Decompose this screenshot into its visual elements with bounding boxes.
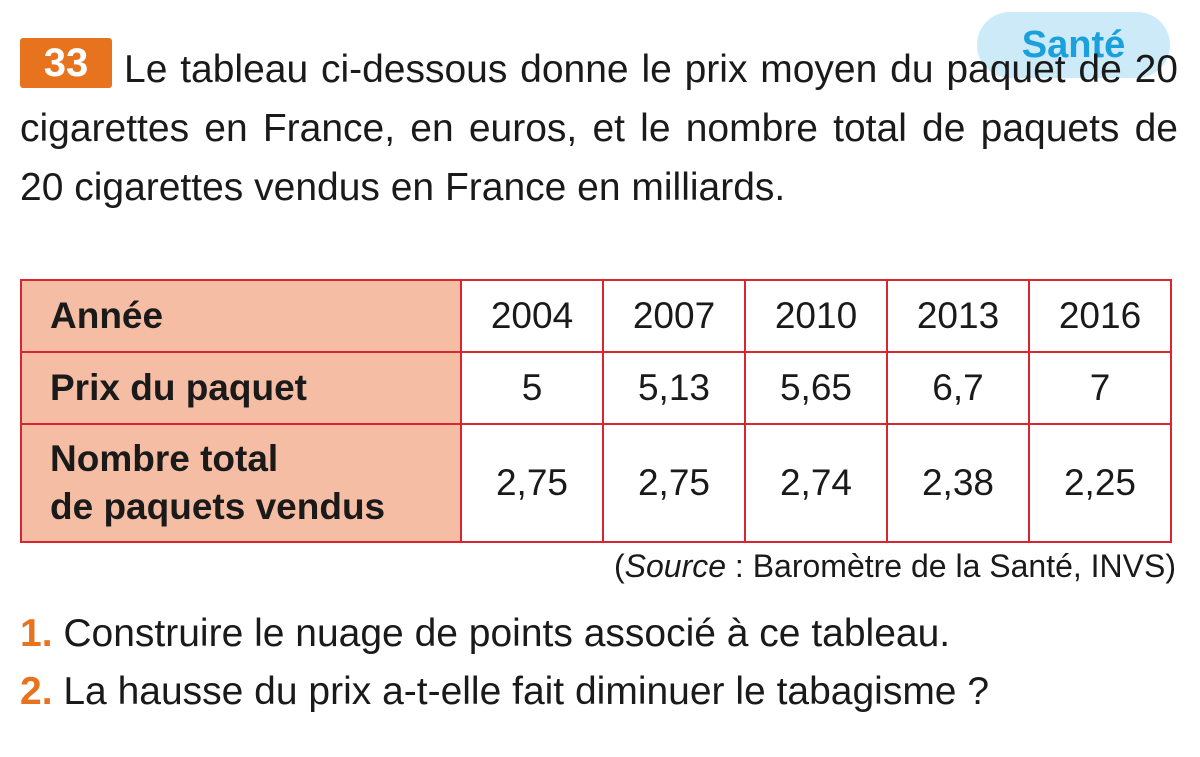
price-cell: 7 [1028, 351, 1172, 425]
row-header-year: Année [20, 279, 462, 353]
packs-cell: 2,75 [602, 423, 746, 543]
question-1-number: 1. [20, 612, 53, 655]
price-cell: 5,65 [744, 351, 888, 425]
table-row-year: Année 2004 2007 2010 2013 2016 [20, 279, 1172, 353]
row-header-price: Prix du paquet [20, 351, 462, 425]
topic-badge: Santé [977, 12, 1170, 78]
year-cell: 2016 [1028, 279, 1172, 353]
source-rest: : Baromètre de la Santé, INVS) [726, 548, 1176, 584]
question-2: 2. La hausse du prix a-t-elle fait dimin… [20, 670, 989, 714]
year-cell: 2010 [744, 279, 888, 353]
row-header-packs: Nombre total de paquets vendus [20, 423, 462, 543]
source-word: Source [624, 548, 727, 584]
year-cell: 2007 [602, 279, 746, 353]
table-row-price: Prix du paquet 5 5,13 5,65 6,7 7 [20, 351, 1172, 425]
price-cell: 6,7 [886, 351, 1030, 425]
exercise-intro: Le tableau ci-dessous donne le prix moye… [20, 40, 1178, 217]
source-citation: (Source : Baromètre de la Santé, INVS) [614, 548, 1176, 585]
question-1: 1. Construire le nuage de points associé… [20, 612, 950, 656]
source-open: ( [613, 548, 625, 584]
packs-cell: 2,38 [886, 423, 1030, 543]
table-row-packs: Nombre total de paquets vendus 2,75 2,75… [20, 423, 1172, 543]
intro-text: Le tableau ci-dessous donne le prix moye… [20, 48, 1178, 209]
packs-cell: 2,25 [1028, 423, 1172, 543]
packs-cell: 2,74 [744, 423, 888, 543]
price-cell: 5,13 [602, 351, 746, 425]
year-cell: 2013 [886, 279, 1030, 353]
year-cell: 2004 [460, 279, 604, 353]
row-header-packs-line2: de paquets vendus [50, 486, 386, 527]
row-header-packs-line1: Nombre total [50, 438, 279, 479]
price-cell: 5 [460, 351, 604, 425]
question-2-number: 2. [20, 670, 53, 713]
question-1-text: Construire le nuage de points associé à … [52, 612, 951, 655]
question-2-text: La hausse du prix a-t-elle fait diminuer… [52, 670, 990, 713]
data-table: Année 2004 2007 2010 2013 2016 Prix du p… [20, 279, 1172, 543]
packs-cell: 2,75 [460, 423, 604, 543]
exercise-number: 33 [20, 38, 112, 88]
